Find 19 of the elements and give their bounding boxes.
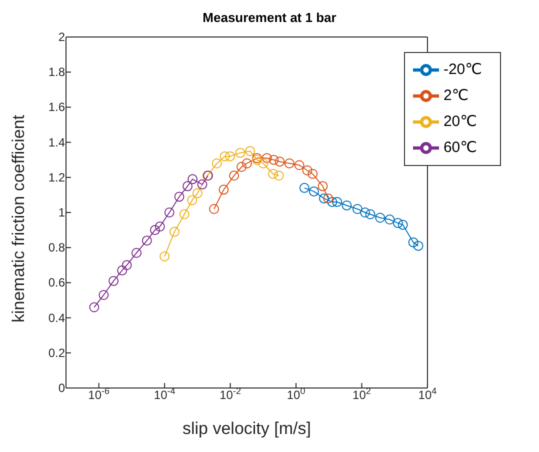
legend-label: 2℃	[443, 86, 469, 104]
y-tick-label: 1.4	[48, 135, 66, 150]
y-tick-label: 0	[58, 381, 66, 395]
x-tick-label: 10$^{4}$	[418, 386, 437, 402]
y-tick-label: 1.8	[48, 65, 66, 80]
y-axis-title: kinematic friction coefficient	[9, 114, 28, 322]
legend-label: 20℃	[443, 112, 477, 130]
y-tick-label: 0.2	[48, 346, 66, 360]
x-axis-title: slip velocity [m/s]	[182, 419, 311, 438]
y-tick-label: 1.6	[48, 100, 66, 114]
y-tick-label: 0.8	[48, 240, 66, 255]
legend-label: -20℃	[443, 60, 482, 78]
legend-label: 60℃	[443, 138, 477, 156]
chart-title: Measurement at 1 bar	[202, 9, 338, 27]
y-tick-label: 1.2	[48, 170, 66, 184]
y-tick-label: 1	[58, 206, 66, 220]
y-tick-label: 0.6	[48, 276, 66, 290]
y-tick-label: 0.4	[48, 310, 66, 325]
y-tick-label: 2	[58, 30, 66, 44]
